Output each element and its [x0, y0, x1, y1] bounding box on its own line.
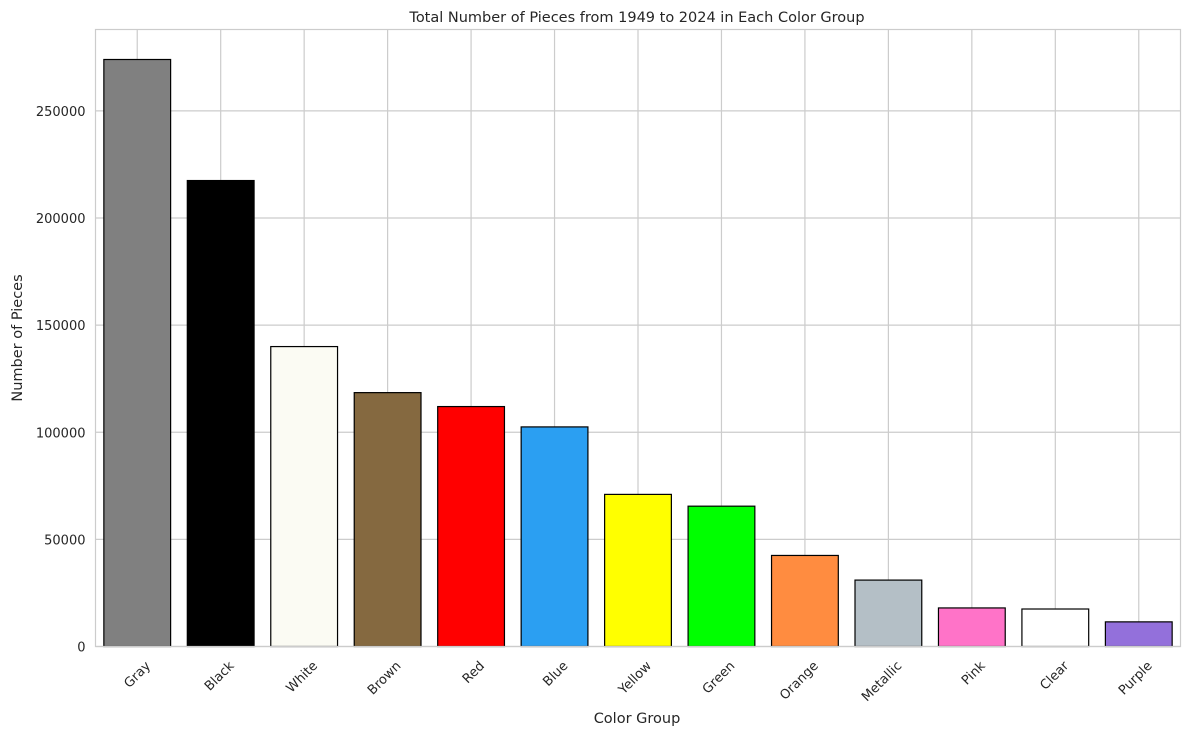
y-tick-label: 50000 — [44, 533, 85, 548]
x-tick-label: Gray — [121, 659, 154, 692]
bar-green — [687, 505, 756, 648]
bar-layer — [103, 58, 1173, 648]
x-tick-labels: Gray Black White Brown Red Blue Yellow Green Ora… — [121, 658, 1155, 705]
y-tick-labels: 0 50000 100000 150000 200000 250000 — [36, 105, 86, 656]
bar-black — [186, 179, 255, 648]
x-tick-label: Yellow — [615, 658, 655, 698]
bar-orange — [770, 554, 839, 648]
x-tick-label: Brown — [365, 659, 404, 698]
x-tick-label: Metallic — [859, 659, 905, 705]
bar-gray — [103, 58, 172, 648]
bar-purple — [1104, 621, 1173, 648]
bar-blue — [520, 426, 589, 648]
x-tick-label: Green — [700, 659, 738, 697]
x-tick-label: Purple — [1116, 659, 1156, 699]
y-tick-label: 200000 — [36, 212, 86, 227]
bar-pink — [937, 607, 1006, 648]
x-tick-label: Red — [460, 659, 488, 687]
x-axis-label: Color Group — [594, 711, 681, 727]
x-tick-label: Blue — [540, 659, 571, 690]
bar-red — [437, 405, 506, 648]
axes-frame — [94, 28, 1182, 648]
chart-title: Total Number of Pieces from 1949 to 2024… — [408, 10, 864, 26]
x-tick-label: Black — [202, 658, 238, 694]
y-axis-label: Number of Pieces — [10, 274, 26, 401]
bar-brown — [353, 392, 422, 648]
bar-clear — [1021, 608, 1090, 648]
x-tick-label: Orange — [777, 659, 822, 704]
bar-metallic — [854, 579, 923, 648]
bar-yellow — [604, 493, 672, 648]
x-tick-label: Pink — [959, 658, 989, 688]
y-tick-label: 0 — [77, 641, 85, 656]
x-tick-label: Clear — [1037, 658, 1072, 693]
y-tick-label: 250000 — [36, 105, 86, 120]
y-tick-label: 150000 — [36, 319, 86, 334]
y-tick-label: 100000 — [36, 426, 86, 441]
x-tick-label: White — [284, 659, 321, 696]
bar-white — [270, 345, 339, 648]
